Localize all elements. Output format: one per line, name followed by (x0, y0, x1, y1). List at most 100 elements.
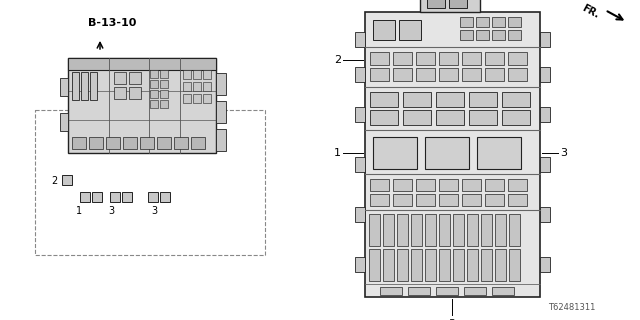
Bar (68, 58, 216, 153)
Bar (160, 70, 168, 78)
Bar (436, 287, 458, 295)
Bar (370, 52, 389, 65)
Text: 1: 1 (334, 148, 341, 158)
Bar (416, 179, 435, 191)
Text: 2: 2 (334, 55, 341, 65)
Bar (393, 179, 412, 191)
Bar (393, 52, 412, 65)
Bar (140, 137, 154, 149)
Bar (460, 30, 473, 40)
Bar (365, 12, 540, 297)
Bar (464, 287, 486, 295)
Bar (35, 110, 265, 255)
Bar (183, 82, 191, 91)
Bar (439, 249, 450, 281)
Bar (369, 249, 380, 281)
Bar (90, 72, 97, 100)
Bar (439, 68, 458, 81)
Bar (399, 20, 421, 40)
Bar (453, 214, 464, 246)
Bar (203, 82, 211, 91)
Bar (160, 192, 170, 202)
Bar (492, 30, 505, 40)
Bar (416, 68, 435, 81)
Bar (425, 214, 436, 246)
Bar (193, 94, 201, 103)
Bar (150, 100, 158, 108)
Bar (370, 194, 389, 206)
Bar (416, 194, 435, 206)
Bar (540, 107, 550, 122)
Bar (476, 30, 489, 40)
Bar (411, 214, 422, 246)
Bar (397, 249, 408, 281)
Bar (150, 80, 158, 88)
Text: 3: 3 (449, 319, 456, 320)
Bar (355, 257, 365, 272)
Bar (193, 70, 201, 79)
Bar (411, 249, 422, 281)
Bar (106, 137, 120, 149)
Bar (492, 17, 505, 27)
Bar (355, 157, 365, 172)
Bar (540, 67, 550, 82)
Bar (508, 194, 527, 206)
Bar (355, 67, 365, 82)
Bar (469, 110, 497, 125)
Text: 1: 1 (76, 206, 82, 216)
Bar (370, 179, 389, 191)
Bar (60, 78, 68, 96)
Bar (383, 249, 394, 281)
Text: FR.: FR. (580, 4, 601, 20)
Bar (403, 92, 431, 107)
Bar (150, 90, 158, 98)
Bar (183, 94, 191, 103)
Bar (148, 192, 158, 202)
Bar (157, 137, 171, 149)
Bar (123, 137, 137, 149)
Bar (509, 249, 520, 281)
Bar (89, 137, 103, 149)
Bar (203, 94, 211, 103)
Bar (355, 32, 365, 47)
Text: 3: 3 (560, 148, 567, 158)
Bar (467, 249, 478, 281)
Bar (439, 52, 458, 65)
Bar (509, 214, 520, 246)
Bar (150, 70, 158, 78)
Bar (369, 214, 380, 246)
Bar (355, 107, 365, 122)
Bar (508, 179, 527, 191)
Bar (481, 214, 492, 246)
Bar (492, 287, 514, 295)
Bar (481, 249, 492, 281)
Bar (68, 58, 216, 70)
Bar (502, 92, 530, 107)
Bar (485, 179, 504, 191)
Text: B-13-10: B-13-10 (88, 18, 136, 28)
Bar (460, 17, 473, 27)
Bar (60, 113, 68, 131)
Bar (462, 68, 481, 81)
Bar (216, 129, 226, 151)
Bar (122, 192, 132, 202)
Bar (485, 68, 504, 81)
Bar (370, 68, 389, 81)
Bar (485, 52, 504, 65)
Bar (92, 192, 102, 202)
Bar (495, 249, 506, 281)
Bar (495, 214, 506, 246)
Bar (508, 68, 527, 81)
Bar (425, 137, 469, 169)
Bar (436, 92, 464, 107)
Bar (449, 0, 467, 8)
Bar (114, 72, 126, 84)
Bar (462, 179, 481, 191)
Bar (72, 72, 79, 100)
Bar (540, 207, 550, 222)
Text: 3: 3 (108, 206, 114, 216)
Bar (476, 17, 489, 27)
Bar (502, 110, 530, 125)
Bar (508, 30, 521, 40)
Bar (439, 179, 458, 191)
